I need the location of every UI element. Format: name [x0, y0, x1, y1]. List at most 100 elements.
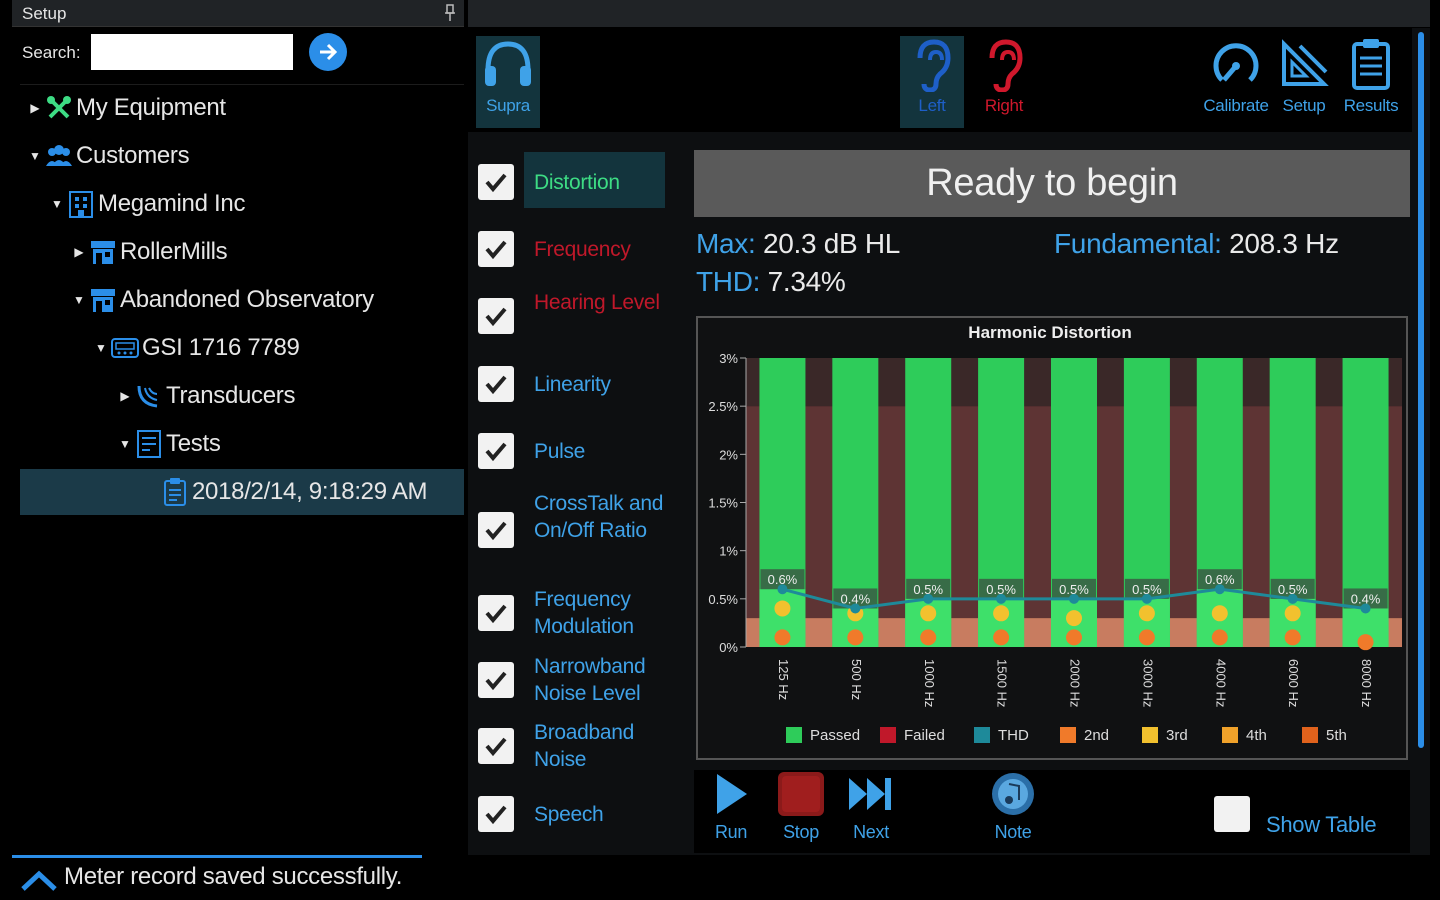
checkmark-icon	[485, 805, 507, 825]
tree-item-label: Megamind Inc	[98, 190, 246, 217]
test-checkbox[interactable]	[478, 595, 514, 631]
tree-item-abandoned-observatory[interactable]: ▼ Abandoned Observatory	[20, 277, 464, 323]
test-label[interactable]: Distortion	[534, 170, 620, 194]
tree-item-test-record[interactable]: 2018/2/14, 9:18:29 AM	[20, 469, 464, 515]
x-tick-label: 8000 Hz	[1359, 659, 1374, 707]
harmonic-2nd-point	[774, 629, 791, 646]
supra-label: Supra	[486, 96, 530, 115]
search-input[interactable]	[91, 34, 293, 70]
expand-caret-icon[interactable]: ▶	[120, 389, 130, 403]
bottom-controls: Run Stop Next Note Show Table	[694, 770, 1410, 853]
test-checkbox[interactable]	[478, 796, 514, 832]
show-table-checkbox[interactable]	[1214, 796, 1250, 832]
legend-swatch	[974, 727, 990, 743]
checkmark-icon	[485, 240, 507, 260]
test-label[interactable]: Speech	[534, 802, 604, 826]
value-label-bg	[1270, 578, 1315, 599]
play-icon	[717, 774, 747, 814]
harmonic-3rd-point	[1211, 605, 1228, 622]
stop-button[interactable]: Stop	[774, 770, 828, 850]
expand-caret-icon[interactable]: ▶	[74, 245, 84, 259]
tree-item-label: Customers	[76, 142, 190, 169]
test-checkbox[interactable]	[478, 231, 514, 267]
x-tick-label: 125 Hz	[776, 659, 791, 700]
note-button[interactable]: Note	[986, 770, 1040, 850]
harmonic-2nd-point	[993, 629, 1010, 646]
collapse-caret-icon[interactable]: ▼	[51, 197, 63, 211]
tree-item-my-equipment[interactable]: ▶ My Equipment	[20, 85, 464, 131]
left-ear-button[interactable]: Left	[900, 36, 964, 128]
collapse-caret-icon[interactable]: ▼	[95, 341, 107, 355]
supra-button[interactable]: Supra	[476, 36, 540, 128]
test-label[interactable]: Linearity	[534, 372, 611, 396]
device-icon	[110, 333, 140, 363]
tree-item-megamind[interactable]: ▼ Megamind Inc	[20, 181, 464, 227]
harmonic-3rd-point	[1066, 610, 1082, 627]
right-label: Right	[984, 96, 1024, 115]
next-button[interactable]: Next	[844, 770, 898, 850]
test-label[interactable]: Frequency Modulation	[534, 588, 634, 638]
right-ear-button[interactable]: Right	[972, 36, 1036, 128]
run-button[interactable]: Run	[706, 770, 756, 850]
setup-panel: Setup Search: ▶ My Equipment ▼ Customers	[12, 0, 464, 855]
tree-item-gsi-device[interactable]: ▼ GSI 1716 7789	[20, 325, 464, 371]
collapse-caret-icon[interactable]: ▼	[29, 149, 41, 163]
test-checkbox[interactable]	[478, 366, 514, 402]
run-label: Run	[714, 822, 748, 842]
test-checkbox[interactable]	[478, 728, 514, 764]
tree-item-customers[interactable]: ▼ Customers	[20, 133, 464, 179]
test-label[interactable]: Hearing Level	[534, 291, 660, 314]
tree-item-transducers[interactable]: ▶ Transducers	[20, 373, 464, 419]
thd-key: THD:	[696, 266, 761, 297]
tree-item-label: My Equipment	[76, 94, 226, 121]
test-checkbox[interactable]	[478, 512, 514, 548]
collapse-caret-icon[interactable]: ▼	[119, 437, 131, 451]
test-checkbox[interactable]	[478, 662, 514, 698]
search-label: Search:	[22, 43, 81, 62]
tools-icon	[44, 93, 74, 123]
test-label[interactable]: Frequency	[534, 237, 631, 261]
value-label-bg	[760, 569, 805, 590]
tree-item-rollermills[interactable]: ▶ RollerMills	[20, 229, 464, 275]
left-label: Left	[918, 96, 946, 115]
ear-icon	[917, 39, 951, 92]
chevron-up-icon[interactable]	[20, 868, 58, 897]
test-label[interactable]: Broadband Noise	[534, 721, 635, 771]
checkmark-icon	[485, 521, 507, 541]
results-button[interactable]: Results	[1338, 36, 1404, 128]
setup-titlebar: Setup	[12, 0, 464, 27]
search-go-button[interactable]	[309, 33, 347, 71]
collapse-caret-icon[interactable]: ▼	[73, 293, 85, 307]
clipboard-icon	[1352, 39, 1390, 90]
value-label: 0.5%	[1059, 582, 1089, 597]
pin-icon[interactable]	[444, 4, 456, 26]
harmonic-3rd-point	[993, 605, 1010, 622]
test-checkbox[interactable]	[478, 164, 514, 200]
legend-label: Failed	[904, 727, 945, 744]
setup-button[interactable]: Setup	[1274, 36, 1334, 128]
next-label: Next	[853, 822, 889, 842]
value-label: 0.6%	[1205, 572, 1235, 587]
value-label: 0.6%	[768, 572, 798, 587]
checkmark-icon	[485, 173, 507, 193]
arrow-right-icon	[320, 43, 338, 61]
test-checkbox[interactable]	[478, 433, 514, 469]
tree-item-tests[interactable]: ▼ Tests	[20, 421, 464, 467]
note-label: Note	[994, 822, 1032, 842]
show-table-label[interactable]: Show Table	[1266, 812, 1377, 837]
main-titlebar	[468, 0, 1430, 27]
test-checkbox[interactable]	[478, 298, 514, 334]
fundamental-value: 208.3 Hz	[1229, 228, 1339, 259]
harmonic-2nd-point	[1211, 629, 1228, 646]
scrollbar-thumb[interactable]	[1418, 32, 1424, 748]
thd-point	[1214, 584, 1225, 595]
test-label[interactable]: Narrowband Noise Level	[534, 655, 646, 705]
tests-icon	[134, 429, 164, 459]
test-label[interactable]: CrossTalk and On/Off Ratio	[534, 491, 664, 542]
legend-swatch	[1222, 727, 1238, 743]
calibrate-button[interactable]: Calibrate	[1198, 36, 1274, 128]
legend-label: 2nd	[1084, 727, 1109, 744]
expand-caret-icon[interactable]: ▶	[30, 101, 40, 115]
test-label[interactable]: Pulse	[534, 439, 586, 463]
thd-point	[777, 584, 788, 595]
